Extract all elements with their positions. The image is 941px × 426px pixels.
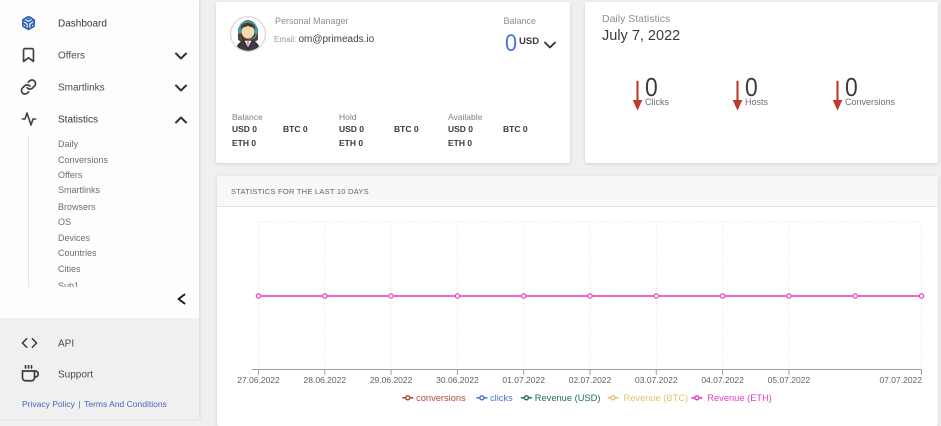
svg-text:03.07.2022: 03.07.2022 bbox=[635, 375, 678, 385]
svg-text:07.07.2022: 07.07.2022 bbox=[879, 375, 922, 385]
svg-text:Revenue (USD): Revenue (USD) bbox=[535, 393, 601, 403]
svg-text:27.06.2022: 27.06.2022 bbox=[237, 375, 280, 385]
svg-text:Revenue (BTC): Revenue (BTC) bbox=[624, 393, 689, 403]
svg-text:01.07.2022: 01.07.2022 bbox=[502, 375, 545, 385]
svg-text:30.06.2022: 30.06.2022 bbox=[436, 375, 479, 385]
svg-text:conversions: conversions bbox=[416, 393, 466, 403]
svg-text:02.07.2022: 02.07.2022 bbox=[569, 375, 612, 385]
svg-text:04.07.2022: 04.07.2022 bbox=[701, 375, 744, 385]
svg-text:05.07.2022: 05.07.2022 bbox=[768, 375, 811, 385]
svg-text:clicks: clicks bbox=[490, 393, 513, 403]
svg-text:Revenue (ETH): Revenue (ETH) bbox=[707, 393, 772, 403]
svg-text:28.06.2022: 28.06.2022 bbox=[304, 375, 347, 385]
svg-text:29.06.2022: 29.06.2022 bbox=[370, 375, 413, 385]
